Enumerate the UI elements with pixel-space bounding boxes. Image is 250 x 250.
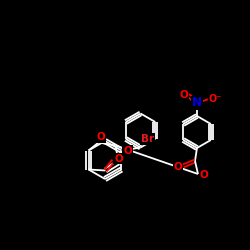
Text: O: O [114, 154, 123, 164]
Text: O: O [96, 132, 105, 142]
Text: N: N [192, 96, 202, 110]
Text: O: O [174, 162, 182, 172]
Text: O: O [180, 90, 188, 100]
Text: O: O [200, 170, 208, 180]
Text: O: O [123, 146, 132, 156]
Text: O⁻: O⁻ [208, 94, 222, 104]
Text: Br: Br [141, 134, 154, 144]
